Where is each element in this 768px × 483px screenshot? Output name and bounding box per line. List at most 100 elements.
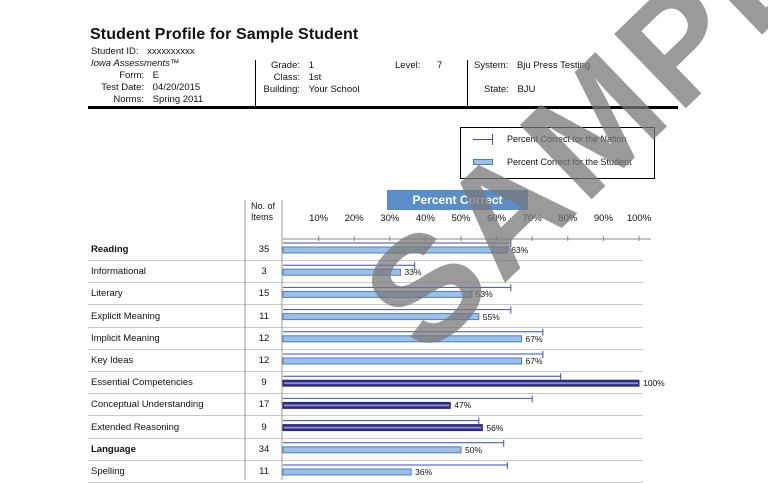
percent-label: 55% (482, 311, 500, 322)
form-value: E (152, 70, 159, 81)
level-value: 7 (437, 60, 443, 71)
report-title: Student Profile for Sample Student (90, 26, 359, 43)
student-bar-icon (473, 157, 495, 167)
row-separator (88, 371, 643, 372)
row-label: Language (91, 443, 136, 455)
row-label: Key Ideas (91, 355, 134, 366)
x-tick-label: 70% (522, 213, 542, 224)
legend-item-student: Percent Correct for the Student (473, 157, 632, 167)
building-label: Building: (263, 84, 300, 95)
grade-label: Grade: (270, 60, 300, 71)
row-label: Spelling (91, 466, 125, 477)
state-row: State: BJU (484, 84, 535, 96)
student-bar (282, 335, 523, 343)
row-separator (88, 326, 643, 328)
row-item-count: 12 (258, 332, 270, 344)
row-label: Extended Reasoning (91, 421, 180, 433)
row-separator (88, 260, 643, 261)
state-value: BJU (517, 84, 536, 95)
system-value: Bju Press Testing (516, 60, 591, 71)
class-row: Class: 1st (262, 72, 322, 84)
row-label: Conceptual Understanding (91, 399, 204, 411)
student-bar-highlight (284, 426, 482, 429)
nation-line-icon (473, 134, 495, 145)
legend-student-label: Percent Correct for the Student (507, 157, 632, 167)
percent-label: 33% (404, 267, 422, 278)
x-tick-label: 50% (451, 213, 471, 224)
form-row: Form: E (91, 70, 159, 82)
building-value: Your School (308, 84, 360, 95)
class-label: Class: (273, 72, 300, 83)
student-id-label: Student ID: (91, 46, 139, 57)
row-separator (88, 348, 643, 350)
row-item-count: 17 (258, 399, 270, 411)
legend-nation-label: Percent Correct for the Nation (507, 134, 627, 144)
state-label: State: (484, 84, 509, 95)
no-of-items-header: No. of Items (251, 201, 276, 222)
percent-label: 36% (415, 467, 433, 477)
header-divider (255, 60, 256, 106)
row-separator (88, 437, 643, 439)
x-tick-label: 90% (593, 213, 613, 224)
row-label: Reading (91, 244, 129, 255)
student-bar (282, 246, 508, 254)
level-label: Level: (395, 60, 421, 71)
test-date-label: Test Date: (101, 82, 144, 93)
student-id-row: Student ID: xxxxxxxxxx (91, 46, 195, 58)
row-item-count: 12 (258, 355, 270, 366)
header-divider (467, 60, 468, 106)
row-label: Explicit Meaning (91, 310, 161, 322)
row-separator (88, 304, 643, 306)
x-tick-label: 20% (344, 213, 364, 224)
percent-label: 53% (475, 289, 493, 300)
test-date-value: 04/20/2015 (152, 82, 201, 93)
percent-label: 67% (525, 356, 543, 366)
grade-row: Grade: 1 (262, 60, 314, 72)
percent-label: 67% (525, 333, 543, 344)
x-tick-label: 60% (487, 213, 507, 224)
legend-item-nation: Percent Correct for the Nation (473, 134, 627, 145)
row-label: Essential Competencies (91, 377, 193, 389)
test-date-row: Test Date: 04/20/2015 (91, 82, 200, 94)
form-label: Form: (119, 70, 144, 81)
x-tick-label: 80% (558, 213, 578, 224)
row-separator (88, 415, 643, 417)
header-rule (88, 106, 678, 109)
row-label: Implicit Meaning (91, 332, 160, 344)
student-bar (282, 468, 412, 476)
row-label: Informational (91, 266, 146, 278)
level-row: Level: 7 (395, 60, 442, 72)
percent-label: 47% (454, 400, 472, 411)
student-bar (282, 357, 523, 365)
building-row: Building: Your School (262, 84, 360, 96)
chart-legend: Percent Correct for the Nation Percent C… (460, 127, 655, 179)
percent-correct-header: Percent Correct (387, 190, 528, 210)
x-tick-label: 30% (380, 213, 400, 224)
student-bar (282, 313, 480, 321)
row-item-count: 15 (258, 288, 270, 300)
system-label: System: (474, 60, 509, 71)
row-separator (88, 282, 643, 284)
grade-value: 1 (308, 60, 314, 71)
student-id-value: xxxxxxxxxx (147, 46, 195, 57)
row-separator (88, 459, 643, 461)
student-bar-highlight (284, 404, 450, 407)
x-tick-label: 40% (415, 213, 435, 224)
class-value: 1st (308, 72, 322, 83)
student-bar (282, 446, 462, 454)
x-tick-label: 10% (309, 213, 329, 224)
percent-label: 56% (486, 422, 504, 433)
row-item-count: 11 (259, 466, 269, 477)
percent-label: 63% (511, 245, 529, 255)
system-row: System: Bju Press Testing (474, 60, 590, 72)
norms-label: Norms: (113, 94, 144, 105)
x-tick-label: 100% (626, 213, 652, 224)
norms-row: Norms: Spring 2011 (91, 94, 203, 106)
row-item-count: 35 (258, 244, 270, 255)
student-bar (282, 290, 473, 298)
norms-value: Spring 2011 (152, 94, 204, 105)
row-item-count: 9 (261, 421, 267, 433)
row-separator (88, 393, 643, 395)
